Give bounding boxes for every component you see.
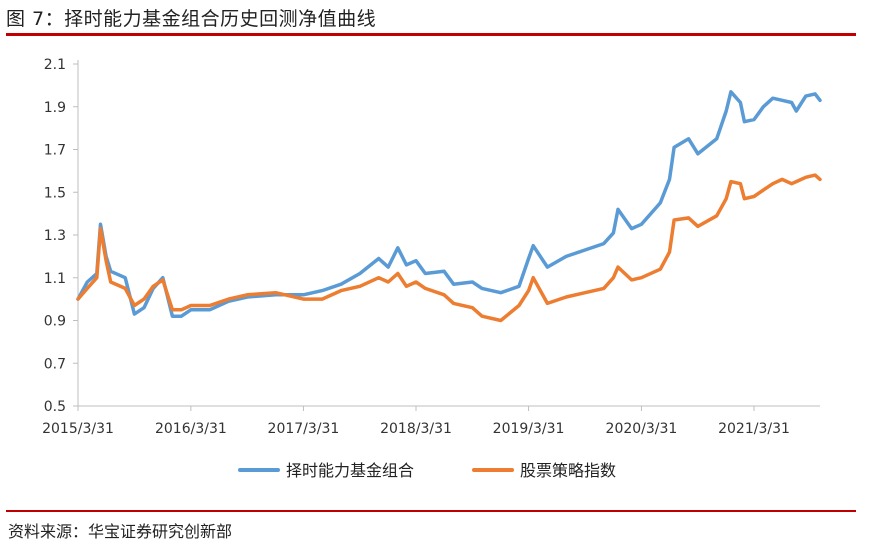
x-tick-label: 2016/3/31 bbox=[155, 421, 227, 437]
legend-label-1: 择时能力基金组合 bbox=[286, 461, 414, 480]
x-tick-label: 2018/3/31 bbox=[380, 421, 452, 437]
source-note: 资料来源：华宝证券研究创新部 bbox=[8, 522, 233, 541]
legend-label-2: 股票策略指数 bbox=[520, 461, 616, 480]
chart-axes: 0.5 0.7 0.9 1.1 1.3 1.5 1.7 1.9 2.1 2015/3/31 2016… bbox=[42, 57, 820, 437]
y-tick-label: 0.5 bbox=[44, 399, 66, 415]
chart-legend: 择时能力基金组合 股票策略指数 bbox=[238, 461, 616, 480]
y-tick-label: 1.5 bbox=[44, 185, 66, 201]
y-tick-label: 0.9 bbox=[44, 314, 66, 330]
x-tick-label: 2020/3/31 bbox=[606, 421, 678, 437]
y-tick-label: 1.3 bbox=[44, 228, 66, 244]
series-line-2 bbox=[76, 173, 822, 323]
y-tick-label: 1.9 bbox=[44, 100, 66, 116]
y-tick-label: 0.7 bbox=[44, 356, 66, 372]
title-divider bbox=[6, 33, 856, 36]
figure-title: 图 7：择时能力基金组合历史回测净值曲线 bbox=[6, 8, 377, 30]
y-tick-label: 2.1 bbox=[44, 57, 66, 73]
x-tick-label: 2017/3/31 bbox=[268, 421, 340, 437]
x-tick-label: 2015/3/31 bbox=[42, 421, 114, 437]
x-tick-label: 2019/3/31 bbox=[493, 421, 565, 437]
chart-series bbox=[76, 90, 822, 323]
x-tick-label: 2021/3/31 bbox=[718, 421, 790, 437]
series-line-1 bbox=[76, 90, 822, 318]
y-tick-label: 1.7 bbox=[44, 143, 66, 159]
y-tick-label: 1.1 bbox=[44, 271, 66, 287]
nav-line-chart: 0.5 0.7 0.9 1.1 1.3 1.5 1.7 1.9 2.1 2015/3/31 2016… bbox=[42, 57, 822, 480]
source-divider bbox=[6, 510, 856, 512]
